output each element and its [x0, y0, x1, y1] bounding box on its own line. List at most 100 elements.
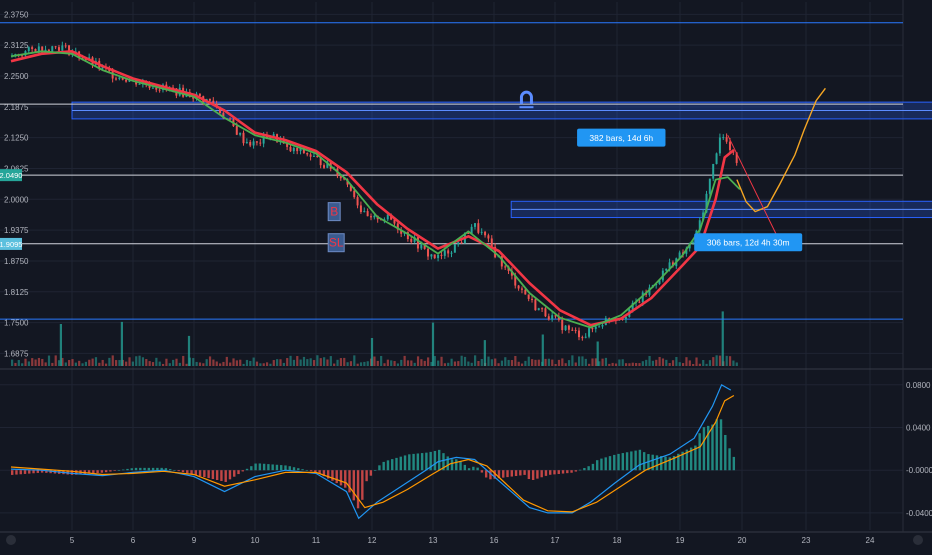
volume-bar — [336, 359, 339, 366]
candle-body — [631, 302, 634, 310]
macd-histogram-bar — [382, 461, 385, 471]
volume-bar — [473, 355, 477, 366]
volume-bar — [64, 362, 67, 366]
price-tick-label: 2.3125 — [4, 41, 29, 50]
macd-histogram-bar — [613, 454, 616, 471]
macd-histogram-bar — [578, 469, 582, 471]
candle-body — [698, 220, 701, 231]
macd-histogram-bar — [104, 470, 108, 473]
volume-bar — [463, 356, 467, 366]
time-tick-label: 10 — [251, 536, 260, 545]
candle-body — [198, 93, 201, 97]
macd-histogram-bar — [32, 470, 35, 474]
volume-bar — [286, 358, 289, 366]
candle-body — [359, 205, 362, 213]
price-tick-label: 1.6875 — [4, 349, 29, 358]
auto-scale-icon[interactable] — [913, 535, 923, 545]
macd-histogram-bar — [429, 451, 432, 471]
measure-badge[interactable] — [577, 128, 666, 147]
measure-badge[interactable] — [694, 233, 803, 252]
macd-histogram-bar — [288, 466, 291, 471]
candle-body — [460, 242, 463, 244]
candle-body — [581, 337, 584, 339]
trend-line[interactable] — [727, 134, 781, 242]
macd-histogram-bar — [531, 470, 535, 481]
volume-bar — [242, 363, 245, 366]
candle-body — [715, 153, 718, 164]
volume-bar — [665, 359, 668, 366]
price-badge-text: 1.9095 — [0, 240, 22, 249]
volume-bar — [17, 360, 20, 366]
macd-tick-label: 0.0800 — [906, 381, 931, 390]
candle-body — [447, 250, 450, 254]
macd-histogram-bar — [87, 470, 91, 474]
volume-bar — [500, 360, 504, 366]
macd-histogram-bar — [168, 469, 172, 471]
volume-bar — [120, 321, 123, 366]
candle-body — [349, 184, 352, 191]
magnet-icon[interactable] — [519, 90, 534, 109]
volume-bar — [192, 358, 195, 366]
volume-bar — [57, 360, 61, 366]
volume-bar — [239, 359, 242, 366]
timezone-icon[interactable] — [6, 535, 16, 545]
volume-bar — [651, 360, 655, 366]
candle-body — [541, 308, 544, 310]
macd-histogram-bar — [237, 470, 240, 475]
candle-body — [524, 289, 527, 295]
macd-histogram-bar — [630, 451, 633, 471]
volume-bar — [131, 361, 134, 366]
volume-bar — [276, 359, 279, 366]
candle-body — [84, 59, 87, 61]
volume-bar — [279, 359, 282, 366]
candle-body — [520, 288, 523, 290]
candle-body — [326, 161, 329, 168]
macd-histogram-bar — [728, 448, 731, 471]
volume-bar — [635, 362, 638, 366]
macd-histogram-bar — [416, 453, 420, 471]
macd-histogram-bar — [595, 460, 599, 471]
volume-bar — [735, 362, 738, 366]
price-tick-label: 1.8750 — [4, 257, 29, 266]
candle-body — [125, 79, 128, 82]
macd-histogram-bar — [476, 467, 479, 471]
candle-body — [21, 55, 24, 57]
volume-bar — [165, 358, 168, 366]
volume-bar — [249, 360, 252, 366]
candle-body — [440, 254, 443, 256]
time-tick-label: 24 — [866, 536, 875, 545]
macd-histogram-bar — [164, 468, 168, 471]
price-tick-label: 2.3750 — [4, 10, 29, 19]
volume-bar — [480, 358, 483, 366]
volume-bar — [403, 355, 406, 366]
candle-body — [31, 47, 34, 49]
volume-bar — [215, 361, 218, 366]
candle-body — [567, 325, 570, 330]
label-box-b[interactable] — [327, 202, 341, 222]
candle-body — [353, 190, 356, 198]
macd-histogram-bar — [463, 464, 467, 471]
price-zones[interactable] — [71, 101, 932, 219]
horizontal-lines[interactable] — [0, 22, 903, 320]
candle-body — [235, 126, 238, 135]
time-tick-label: 19 — [676, 536, 685, 545]
label-box-sl[interactable] — [327, 233, 345, 253]
candle-body — [584, 336, 587, 338]
volume-bar — [658, 356, 661, 366]
candlesticks — [11, 41, 738, 341]
volume-bar — [685, 357, 688, 366]
candle-body — [671, 262, 674, 267]
macd-histogram-bar — [40, 470, 44, 473]
candle-body — [437, 254, 440, 259]
macd-histogram-bar — [262, 463, 266, 471]
volume-bar — [161, 363, 165, 366]
price-badge — [0, 169, 22, 182]
projection-path[interactable] — [736, 87, 826, 213]
volume-bar — [353, 355, 356, 366]
volume-bar — [94, 357, 98, 366]
volume-bar — [390, 360, 393, 366]
drawings[interactable]: B SL 382 bars, 14d 6h 306 bars, 12d 4h 30m — [327, 87, 826, 253]
candle-body — [47, 49, 50, 52]
